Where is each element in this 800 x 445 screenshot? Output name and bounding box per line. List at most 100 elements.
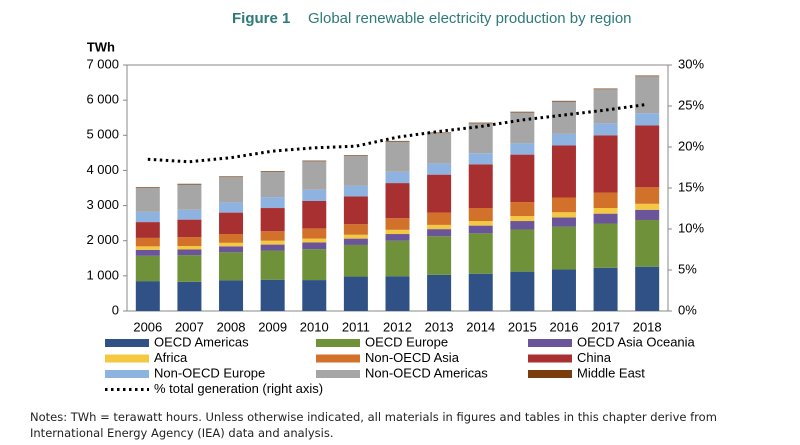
bar-segment — [551, 100, 576, 102]
bar-segment — [260, 240, 285, 245]
bar-segment — [260, 279, 285, 311]
notes: Notes: TWh = terawatt hours. Unless othe… — [30, 410, 717, 440]
y-tick-label: 4 000 — [86, 162, 119, 177]
y2-tick-label: 10% — [678, 220, 704, 235]
bar-segment — [635, 219, 660, 267]
bar-segment — [593, 123, 618, 136]
legend-label: OECD Europe — [365, 334, 448, 349]
bar-segment — [427, 163, 452, 175]
chart: Figure 1 Global renewable electricity pr… — [86, 10, 704, 396]
bar-segment — [510, 221, 535, 230]
bar-segment — [551, 133, 576, 146]
bar-segment — [385, 240, 410, 277]
bar-segment — [177, 249, 202, 256]
bar-segment — [343, 155, 368, 157]
bar-segment — [343, 185, 368, 197]
y2-tick-label: 20% — [678, 138, 704, 153]
x-tick-label: 2007 — [175, 319, 204, 334]
bar-segment — [260, 231, 285, 241]
bar-segment — [302, 249, 327, 281]
bar-segment — [468, 233, 493, 274]
x-tick-label: 2006 — [133, 319, 162, 334]
legend-label: % total generation (right axis) — [154, 381, 323, 396]
bar-segment — [551, 197, 576, 213]
bar-segment — [219, 280, 244, 311]
bar-segment — [593, 267, 618, 311]
figure-label: Figure 1 — [232, 10, 290, 27]
bar-segment — [343, 224, 368, 235]
x-tick-label: 2014 — [466, 319, 495, 334]
bar-segment — [510, 154, 535, 203]
x-tick-label: 2010 — [300, 319, 329, 334]
bar-segment — [219, 177, 244, 203]
bar-segment — [593, 192, 618, 209]
bar-segment — [510, 229, 535, 272]
bar-segment — [593, 135, 618, 193]
x-tick-label: 2018 — [633, 319, 662, 334]
bar-segment — [510, 216, 535, 222]
x-tick-label: 2012 — [383, 319, 412, 334]
x-tick-label: 2016 — [550, 319, 579, 334]
bar-segment — [551, 212, 576, 218]
bar-segment — [468, 273, 493, 311]
y-tick-label: 7 000 — [86, 56, 119, 71]
bar-segment — [219, 234, 244, 243]
bar-segment — [468, 123, 493, 154]
legend-label: China — [577, 350, 612, 365]
bar-segment — [427, 132, 452, 134]
legend-swatch — [316, 339, 360, 347]
legend-swatch — [528, 339, 572, 347]
bar-segment — [135, 188, 160, 212]
chart-title: Global renewable electricity production … — [308, 10, 632, 27]
legend-swatch — [528, 354, 572, 363]
bar-segment — [302, 189, 327, 202]
bar-segment — [343, 244, 368, 277]
bar-segment — [385, 140, 410, 142]
bar-segment — [635, 203, 660, 210]
y-axis-label: TWh — [87, 39, 115, 54]
bar-segment — [219, 202, 244, 213]
bar-segment — [635, 209, 660, 220]
legend-label: Middle East — [577, 365, 645, 380]
y2-tick-label: 5% — [678, 261, 697, 276]
bar-segment — [135, 281, 160, 311]
bar-segment — [635, 76, 660, 114]
x-tick-label: 2009 — [258, 319, 287, 334]
bar-segment — [260, 244, 285, 251]
y2-tick-label: 0% — [678, 302, 697, 317]
bar-segment — [260, 197, 285, 209]
bar-segment — [177, 219, 202, 238]
bar-segment — [343, 156, 368, 186]
bar-segment — [510, 202, 535, 217]
bar-segment — [427, 133, 452, 164]
bar-segment — [135, 255, 160, 282]
bar-segment — [593, 89, 618, 124]
bar-segment — [302, 228, 327, 239]
bar-segment — [302, 242, 327, 250]
legend-swatch — [528, 370, 572, 378]
bar-segment — [427, 224, 452, 230]
bar-segment — [219, 212, 244, 235]
legend-swatch — [105, 370, 149, 378]
legend-swatch — [316, 370, 360, 378]
bar-segment — [302, 160, 327, 162]
bar-segment — [468, 164, 493, 209]
y-tick-label: 6 000 — [86, 92, 119, 107]
bar-segment — [427, 236, 452, 275]
bar-segment — [427, 229, 452, 237]
bar-segment — [343, 196, 368, 225]
bar-segment — [468, 225, 493, 234]
bar-segment — [177, 281, 202, 311]
legend-swatch — [316, 354, 360, 363]
bar-segment — [135, 211, 160, 223]
bar-segment — [260, 171, 285, 172]
legend-label: Non-OECD Europe — [154, 365, 265, 380]
y2-tick-label: 25% — [678, 97, 704, 112]
y-tick-label: 5 000 — [86, 127, 119, 142]
bar-segment — [551, 145, 576, 198]
bar-segment — [510, 271, 535, 311]
bar-segment — [385, 229, 410, 235]
bar-segment — [177, 237, 202, 246]
bar-segment — [468, 122, 493, 124]
